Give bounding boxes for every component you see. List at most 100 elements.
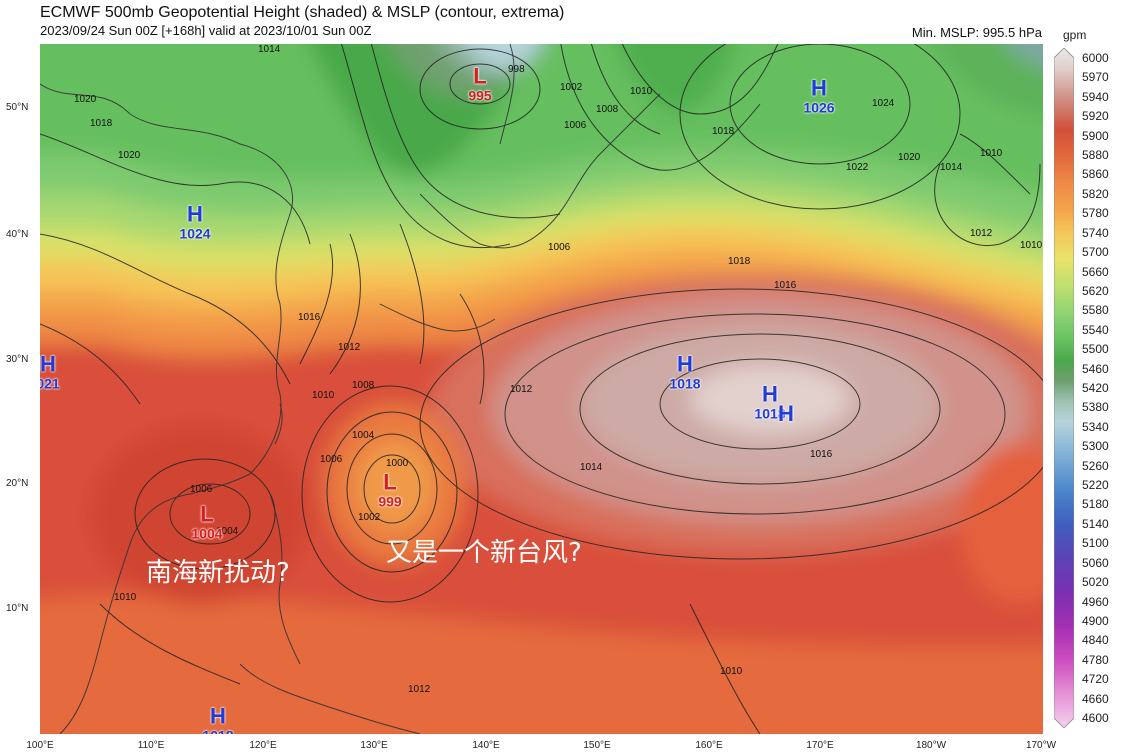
high-value: 1024: [179, 225, 211, 242]
colorbar-tick-label: 5380: [1082, 400, 1109, 415]
contour-label: 1010: [114, 592, 137, 603]
colorbar-tick-label: 5020: [1082, 575, 1109, 590]
contour-label: 1012: [510, 384, 533, 395]
colorbar-unit: gpm: [1063, 28, 1087, 42]
lon-label: 170°W: [1025, 740, 1057, 751]
colorbar-tick-label: 5860: [1082, 167, 1109, 182]
low-pressure-center: L 995: [468, 63, 492, 104]
lat-label: 20°N: [6, 478, 29, 489]
colorbar-tick-label: 5700: [1082, 245, 1109, 260]
map-title: ECMWF 500mb Geopotential Height (shaded)…: [40, 4, 565, 21]
colorbar-tick-label: 5100: [1082, 536, 1109, 551]
contour-label: 1004: [216, 526, 239, 537]
high-value: 1018: [754, 405, 786, 422]
contour-label: 1018: [90, 118, 113, 129]
high-pressure-center: H: [778, 403, 794, 425]
colorbar-tick-label: 5140: [1082, 516, 1109, 531]
lat-label: 40°N: [6, 229, 29, 240]
high-symbol: H: [210, 703, 226, 729]
annotation-new-typhoon: 又是一个新台风?: [386, 538, 582, 568]
colorbar-tick-label: 5180: [1082, 497, 1109, 512]
colorbar-tick-label: 5220: [1082, 478, 1109, 493]
contour-label: 1014: [258, 44, 281, 55]
contour-label: 1000: [386, 458, 409, 469]
lon-label: 130°E: [360, 740, 388, 751]
high-value: 1018: [669, 375, 701, 392]
lon-label: 120°E: [249, 740, 277, 751]
contour-label: 998: [508, 64, 525, 75]
lon-label: 140°E: [472, 740, 500, 751]
contour-label: 1002: [358, 512, 381, 523]
contour-label: 1014: [940, 162, 963, 173]
colorbar-tick-label: 5970: [1082, 70, 1109, 85]
colorbar-tick-label: 5060: [1082, 555, 1109, 570]
contour-label: 1016: [298, 312, 321, 323]
contour-label: 1006: [190, 484, 213, 495]
low-symbol: L: [383, 469, 397, 495]
colorbar-tick-label: 4840: [1082, 633, 1109, 648]
contour-label: 1008: [596, 104, 619, 115]
lat-label: 10°N: [6, 603, 29, 614]
high-symbol: H: [762, 381, 778, 407]
map-canvas: [40, 44, 1043, 734]
contour-label: 1002: [560, 82, 583, 93]
low-value: 995: [468, 87, 492, 104]
contour-label: 1010: [312, 390, 335, 401]
high-symbol: H: [40, 351, 56, 377]
contour-label: 1006: [320, 454, 343, 465]
contour-label: 1008: [352, 380, 375, 391]
high-pressure-center: H 1026: [803, 75, 835, 116]
low-value: 999: [378, 493, 402, 510]
colorbar-tick-label: 4900: [1082, 613, 1109, 628]
colorbar-tick-label: 4720: [1082, 672, 1109, 687]
contour-label: 1006: [548, 242, 571, 253]
colorbar-tick-label: 5620: [1082, 283, 1109, 298]
colorbar-tick-label: 5260: [1082, 458, 1109, 473]
contour-label: 1020: [118, 150, 141, 161]
lon-label: 160°E: [695, 740, 723, 751]
colorbar-tick-label: 5740: [1082, 225, 1109, 240]
contour-label: 1004: [352, 430, 375, 441]
colorbar-tick-label: 5900: [1082, 128, 1109, 143]
lat-label: 50°N: [6, 102, 29, 113]
high-value: 021: [40, 375, 60, 392]
lon-label: 110°E: [137, 740, 165, 751]
colorbar-tick-label: 5500: [1082, 342, 1109, 357]
colorbar-tick-label: 5580: [1082, 303, 1109, 318]
colorbar-tick-label: 4960: [1082, 594, 1109, 609]
high-value: 1026: [803, 99, 835, 116]
lon-label: 100°E: [26, 740, 54, 751]
high-pressure-center: H 1018: [754, 381, 786, 422]
weather-map[interactable]: 1014 998 1002 1006 1008 1010 1018 1024 1…: [40, 44, 1043, 734]
high-pressure-center: H 1024: [179, 203, 211, 242]
colorbar-tick-label: 4600: [1082, 711, 1109, 725]
high-symbol: H: [677, 351, 693, 377]
colorbar-tick-label: 5340: [1082, 419, 1109, 434]
contour-label: 1010: [630, 86, 653, 97]
contour-label: 1022: [846, 162, 869, 173]
colorbar-tick-label: 4660: [1082, 691, 1109, 706]
colorbar-tick-label: 5920: [1082, 109, 1109, 124]
colorbar-tick-label: 5460: [1082, 361, 1109, 376]
low-pressure-center: L 999: [378, 469, 402, 510]
contour-label: 1012: [408, 684, 431, 695]
high-symbol: H: [811, 75, 827, 101]
contour-label: 1024: [872, 98, 895, 109]
map-subtitle: 2023/09/24 Sun 00Z [+168h] valid at 2023…: [40, 23, 372, 38]
contour-label: 1020: [74, 94, 97, 105]
low-symbol: L: [200, 501, 214, 527]
contour-label: 1018: [712, 126, 735, 137]
lon-label: 150°E: [583, 740, 611, 751]
min-mslp-readout: Min. MSLP: 995.5 hPa: [911, 25, 1042, 40]
high-value: 1018: [202, 729, 233, 735]
low-value: 1004: [191, 525, 223, 542]
contour-label: 1010: [980, 148, 1003, 159]
colorbar-tick-label: 5940: [1082, 89, 1109, 104]
colorbar-tick-label: 5780: [1082, 206, 1109, 221]
low-symbol: L: [473, 63, 487, 89]
colorbar-tick-label: 5540: [1082, 322, 1109, 337]
colorbar-tick-label: 5300: [1082, 439, 1109, 454]
lon-label: 180°W: [915, 740, 947, 751]
contour-label: 1018: [728, 256, 751, 267]
contour-label: 1010: [720, 666, 743, 677]
